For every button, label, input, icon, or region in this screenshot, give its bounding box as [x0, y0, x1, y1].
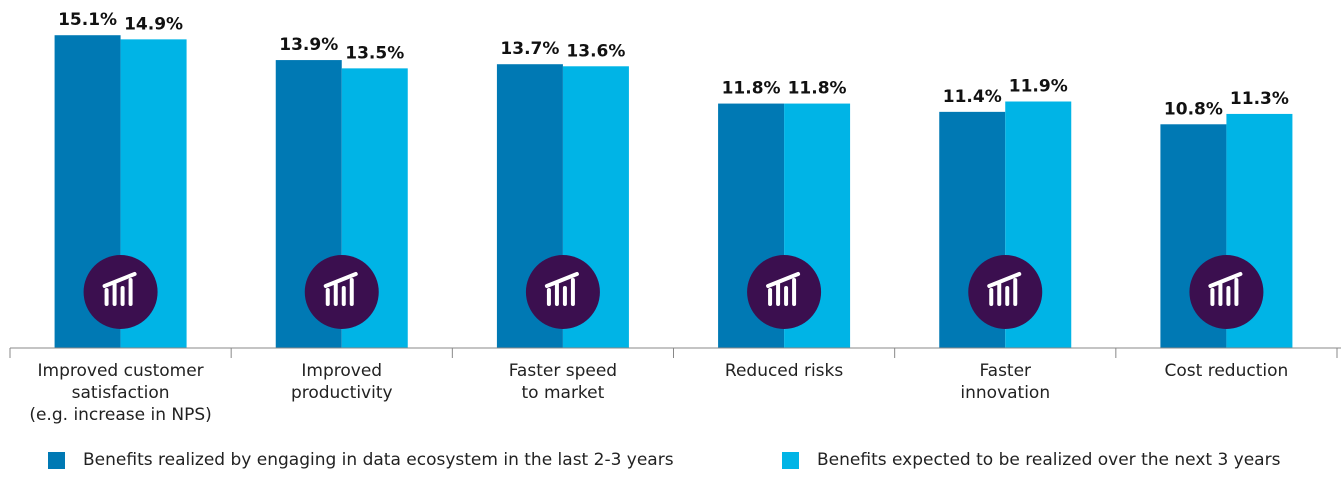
icon — [968, 255, 1043, 329]
icon-glyph — [1208, 272, 1243, 306]
icon-glyph — [987, 272, 1022, 306]
x-tick-label: Faster speed to market — [508, 361, 618, 403]
value-label: 14.9% — [124, 14, 183, 34]
icon-glyph — [102, 272, 137, 306]
x-tick-label: Improved customer satisfaction (e.g. inc… — [29, 361, 212, 425]
value-label: 11.9% — [1009, 77, 1068, 97]
value-label: 11.3% — [1230, 89, 1289, 109]
legend-label: Benefits expected to be realized over th… — [817, 450, 1281, 470]
value-label: 15.1% — [58, 10, 117, 30]
legend-item: Benefits realized by engaging in data ec… — [48, 450, 674, 470]
value-label: 11.4% — [943, 87, 1002, 107]
x-tick-label: Cost reduction — [1164, 361, 1289, 381]
legend-swatch — [48, 451, 65, 469]
value-label: 13.5% — [345, 43, 404, 63]
value-label: 13.9% — [279, 35, 338, 55]
x-tick-label: Faster innovation — [960, 361, 1051, 403]
value-label: 11.8% — [722, 79, 781, 99]
icon — [525, 255, 600, 329]
value-label: 11.8% — [788, 79, 847, 99]
x-tick-label: Improved productivity — [290, 361, 393, 403]
icon — [83, 255, 158, 329]
icon-glyph — [766, 272, 801, 306]
legend-item: Benefits expected to be realized over th… — [782, 450, 1280, 470]
icon-glyph — [544, 272, 579, 306]
value-label: 10.8% — [1164, 99, 1223, 119]
legend-label: Benefits realized by engaging in data ec… — [83, 450, 674, 470]
legend-swatch — [782, 451, 799, 469]
value-label: 13.6% — [566, 41, 625, 61]
value-label: 13.7% — [500, 39, 559, 59]
x-tick-label: Reduced risks — [724, 361, 844, 381]
icon — [1189, 255, 1264, 329]
icon — [304, 255, 379, 329]
icon — [747, 255, 822, 329]
icon-glyph — [323, 272, 358, 306]
